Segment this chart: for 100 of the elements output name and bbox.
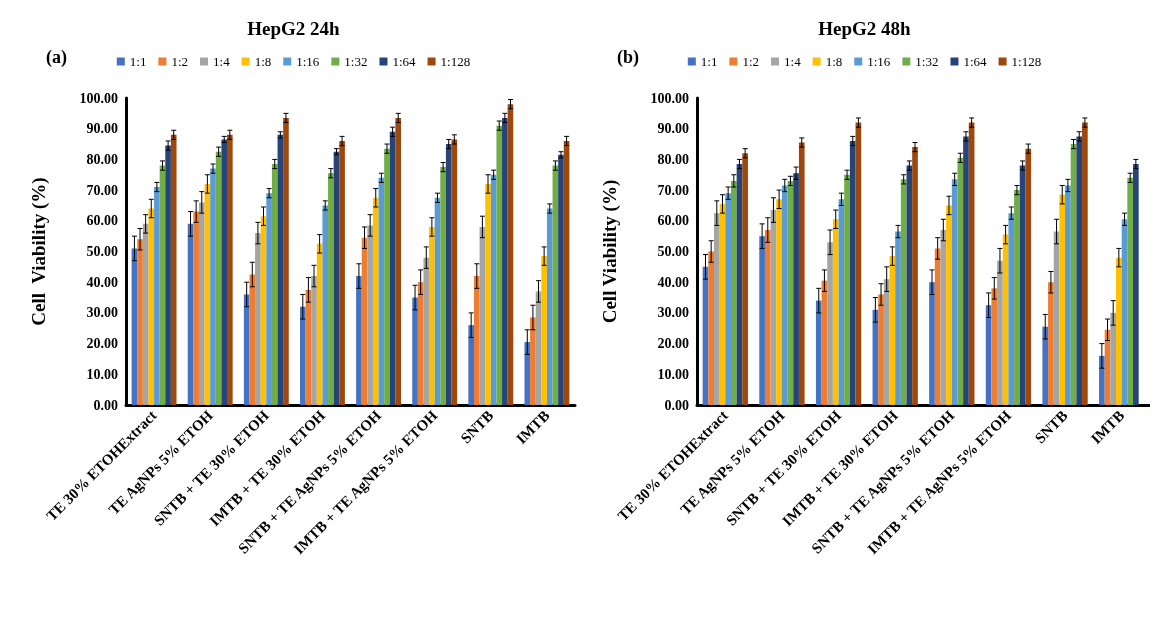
bar <box>473 276 480 405</box>
bar <box>1048 282 1054 405</box>
bar <box>929 282 935 405</box>
bar <box>210 168 216 405</box>
legend-label: 1:1 <box>129 54 147 69</box>
bar <box>968 122 975 405</box>
y-tick-label: 100.00 <box>79 90 118 106</box>
legend-label: 1:32 <box>915 54 939 69</box>
bar <box>328 173 334 405</box>
legend-label: 1:2 <box>742 54 760 69</box>
legend-label: 1:1 <box>700 54 718 69</box>
bar <box>311 276 317 405</box>
legend-label: 1:32 <box>344 54 368 69</box>
bar <box>339 140 345 405</box>
legend-label: 1:4 <box>784 54 802 69</box>
bar <box>1008 213 1015 405</box>
y-tick-label: 40.00 <box>657 274 689 290</box>
chart-title: HepG2 24h <box>247 18 341 39</box>
bar <box>1133 164 1139 405</box>
bar <box>507 104 514 405</box>
bar <box>770 210 777 405</box>
y-tick-label: 60.00 <box>657 213 689 229</box>
bar <box>1121 219 1128 405</box>
bar <box>764 230 771 405</box>
bar <box>1110 312 1117 405</box>
bar <box>793 173 799 405</box>
bar <box>895 231 901 405</box>
bar <box>957 157 964 405</box>
bar <box>1116 257 1122 405</box>
legend-label: 1:64 <box>963 54 988 69</box>
y-tick-label: 30.00 <box>657 305 689 321</box>
bar <box>878 294 884 405</box>
bar <box>855 122 862 405</box>
bar <box>883 279 890 405</box>
bar <box>137 239 143 405</box>
bar <box>389 131 396 405</box>
y-tick-label: 70.00 <box>657 182 689 198</box>
bar <box>490 174 497 405</box>
bar <box>997 260 1003 405</box>
legend-label: 1:8 <box>825 54 843 69</box>
bar <box>255 233 261 405</box>
bar <box>243 294 250 405</box>
bar <box>889 256 896 405</box>
bar <box>552 165 559 405</box>
bar <box>316 243 323 405</box>
bar <box>725 193 731 405</box>
bar <box>946 205 952 405</box>
bar <box>159 165 166 405</box>
bar <box>1127 177 1134 405</box>
bar <box>1082 122 1088 405</box>
bar <box>440 167 446 405</box>
bar <box>412 297 418 405</box>
legend-label: 1:64 <box>392 54 417 69</box>
legend-label: 1:4 <box>213 54 231 69</box>
bar <box>227 134 233 405</box>
bar <box>479 226 486 405</box>
bar <box>131 248 138 405</box>
bar <box>713 213 720 405</box>
bar <box>305 289 312 405</box>
bar <box>900 179 907 405</box>
y-axis-title: Cell Viability (%) <box>28 177 50 326</box>
bar <box>541 256 547 405</box>
bar <box>1053 231 1060 405</box>
bar <box>221 139 228 405</box>
bar <box>827 242 833 405</box>
bar <box>204 183 211 405</box>
bar <box>781 185 788 405</box>
bar <box>906 165 913 405</box>
y-tick-label: 50.00 <box>657 244 689 259</box>
bar <box>912 147 918 405</box>
bar <box>1025 148 1032 405</box>
bar <box>776 199 782 405</box>
bar <box>367 225 373 405</box>
bar <box>708 251 714 405</box>
bar <box>844 174 850 405</box>
bar <box>356 276 362 405</box>
bar <box>1070 144 1077 405</box>
bar <box>260 216 267 405</box>
y-tick-label: 10.00 <box>657 366 689 382</box>
bar <box>187 223 194 405</box>
y-tick-label: 100.00 <box>650 90 689 106</box>
legend-label: 1:2 <box>171 54 189 69</box>
bar <box>170 134 177 405</box>
bar <box>266 193 272 405</box>
bar <box>1076 136 1083 405</box>
bar <box>719 203 726 405</box>
y-tick-label: 20.00 <box>657 336 689 352</box>
y-tick-label: 50.00 <box>86 244 118 259</box>
bar <box>485 183 491 405</box>
y-axis-title: Cell Viability (%) <box>599 179 621 324</box>
bar <box>372 197 379 405</box>
bar <box>934 248 941 405</box>
bar <box>821 280 828 405</box>
bar <box>429 226 435 405</box>
y-tick-label: 90.00 <box>657 121 689 137</box>
bar <box>951 179 958 405</box>
bar <box>142 223 149 405</box>
bar <box>1019 165 1026 405</box>
bar <box>271 164 278 405</box>
bar <box>535 291 542 405</box>
